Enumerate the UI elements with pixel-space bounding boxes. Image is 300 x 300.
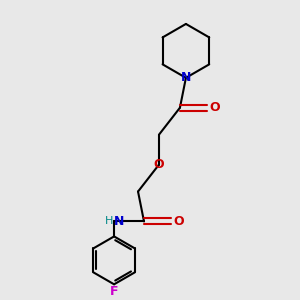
Text: O: O: [173, 215, 184, 228]
Text: O: O: [209, 101, 220, 114]
Text: O: O: [154, 158, 164, 171]
Text: H: H: [104, 217, 113, 226]
Text: F: F: [110, 285, 118, 298]
Text: N: N: [114, 215, 124, 228]
Text: N: N: [181, 71, 191, 84]
